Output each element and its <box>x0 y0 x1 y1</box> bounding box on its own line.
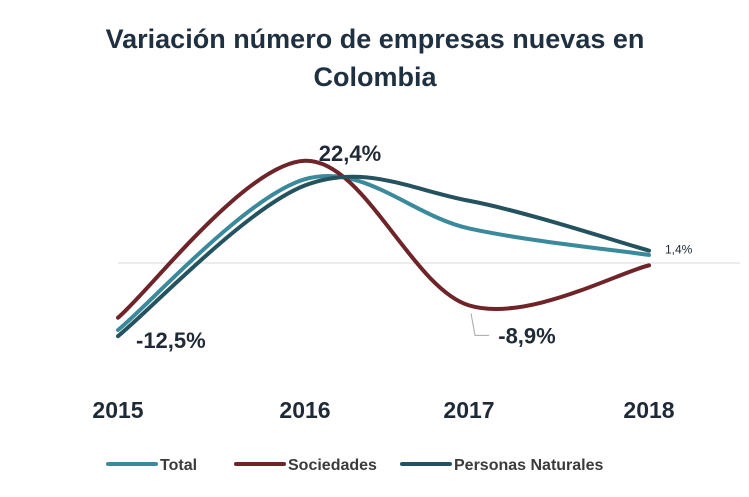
data-label: -12,5% <box>136 328 206 353</box>
series-layer <box>116 158 651 339</box>
annotation-leader-line <box>470 313 489 336</box>
series-line-total <box>116 173 651 332</box>
chart-title-line2: Colombia <box>313 62 437 92</box>
x-tick-label: 2016 <box>279 397 330 423</box>
x-tick-label: 2015 <box>92 397 143 423</box>
data-label: -8,9% <box>498 323 555 348</box>
legend-label: Personas Naturales <box>454 457 604 474</box>
legend: Total Sociedades Personas Naturales <box>106 457 604 474</box>
data-label: 1,4% <box>665 243 693 257</box>
legend-item: Total <box>106 457 197 474</box>
chart-title-line1: Variación número de empresas nuevas en <box>106 24 645 54</box>
legend-label: Sociedades <box>288 457 377 474</box>
legend-label: Total <box>160 457 197 474</box>
series-line-personas-naturales <box>116 174 651 339</box>
series-line-sociedades <box>116 158 651 320</box>
annotations: -12,5% 22,4% -8,9% 1,4% <box>136 141 693 353</box>
legend-item: Sociedades <box>234 457 377 474</box>
legend-item: Personas Naturales <box>400 457 604 474</box>
data-label: 22,4% <box>319 141 381 166</box>
x-tick-label: 2018 <box>623 397 674 423</box>
x-axis-ticks: 2015 2016 2017 2018 <box>92 397 674 423</box>
x-tick-label: 2017 <box>443 397 494 423</box>
